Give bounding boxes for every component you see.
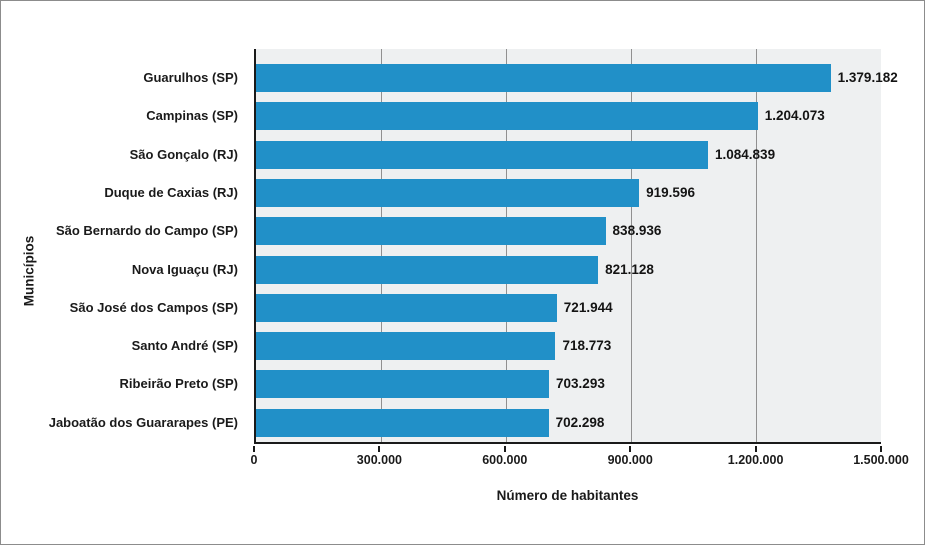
category-label: Jaboatão dos Guararapes (PE)	[48, 414, 238, 430]
x-tick-label: 300.000	[356, 453, 402, 467]
plot-area: 1.379.182 1.204.073 1.084.839 919.596 838.93…	[254, 49, 898, 444]
bar	[256, 217, 606, 246]
bar	[256, 255, 599, 284]
gridline	[631, 49, 632, 442]
bar	[256, 140, 709, 169]
bar	[256, 178, 640, 207]
category-label: Nova Iguaçu (RJ)	[131, 261, 238, 277]
bar	[256, 408, 549, 437]
bar	[256, 370, 550, 399]
x-tick-label: 600.000	[482, 453, 528, 467]
category-label: Duque de Caxias (RJ)	[104, 184, 238, 200]
x-axis-title: Número de habitantes	[496, 488, 639, 503]
bar-row: 702.298	[256, 408, 881, 437]
bar-row: 1.379.182	[256, 64, 898, 92]
x-tick-mark	[880, 446, 882, 452]
bar-value-label: 702.298	[555, 414, 605, 430]
category-label: São José dos Campos (SP)	[69, 299, 238, 315]
bar-row: 1.204.073	[256, 102, 881, 131]
bar-value-label: 838.936	[612, 223, 662, 239]
bar-row: 703.293	[256, 370, 881, 399]
x-tick-mark	[253, 446, 255, 452]
bar-row: 838.936	[256, 217, 881, 246]
x-tick-mark	[629, 446, 632, 452]
category-label: São Gonçalo (RJ)	[129, 146, 238, 162]
category-label: Guarulhos (SP)	[143, 70, 238, 85]
category-label: São Bernardo do Campo (SP)	[55, 223, 238, 239]
bar-value-label: 1.379.182	[837, 70, 898, 85]
bar	[256, 64, 831, 92]
bar-value-label: 1.204.073	[764, 108, 825, 124]
x-tick-label: 1.200.000	[727, 453, 784, 467]
bar-value-label: 919.596	[646, 184, 695, 200]
bar-row: 718.773	[256, 332, 881, 361]
x-tick-mark	[378, 446, 381, 452]
bar	[256, 332, 556, 361]
bar-row: 1.084.839	[256, 140, 881, 169]
bar-row: 821.128	[256, 255, 881, 284]
bar-value-label: 1.084.839	[715, 146, 776, 162]
bar	[256, 293, 557, 322]
category-label: Santo André (SP)	[131, 338, 238, 354]
gridline	[506, 49, 507, 442]
bar-value-label: 703.293	[556, 376, 605, 392]
x-tick-label: 0	[250, 453, 258, 467]
x-tick-label: 900.000	[607, 453, 653, 467]
x-tick-mark	[754, 446, 757, 452]
bar	[256, 102, 758, 131]
category-labels-column: Guarulhos (SP) Campinas (SP) São Gonçalo (…	[1, 49, 246, 444]
bar-value-label: 718.773	[562, 338, 612, 354]
category-label: Ribeirão Preto (SP)	[119, 376, 238, 392]
bar-value-label: 821.128	[605, 261, 654, 277]
bar-value-label: 721.944	[563, 299, 613, 315]
bar-row: 919.596	[256, 178, 881, 207]
bar-row: 721.944	[256, 293, 881, 322]
gridline	[381, 49, 382, 442]
x-tick-mark	[503, 446, 506, 452]
x-axis-ticks: 0 300.000 600.000 900.000 1.200.000 1.500.000	[250, 444, 909, 474]
gridline	[756, 49, 757, 442]
category-label: Campinas (SP)	[146, 108, 238, 124]
x-tick-label: 1.500.000	[853, 453, 909, 467]
